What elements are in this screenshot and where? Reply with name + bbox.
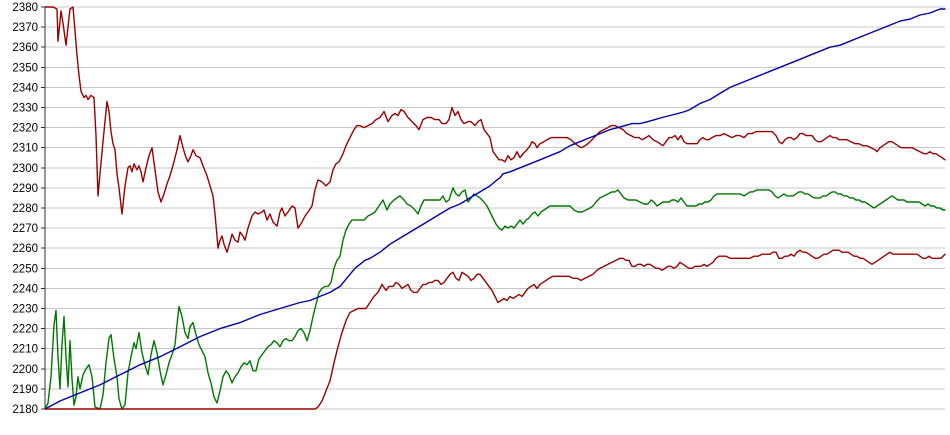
upper-red-line [44, 6, 946, 253]
y-axis-tick-label: 2200 [12, 364, 38, 376]
y-axis-tick-label: 2290 [12, 183, 38, 195]
y-axis-tick-label: 2350 [12, 62, 38, 74]
y-axis-tick-label: 2320 [12, 123, 38, 135]
y-axis-tick-label: 2360 [12, 42, 38, 54]
y-axis-tick-label: 2380 [12, 2, 38, 14]
y-axis-tick-label: 2300 [12, 163, 38, 175]
y-axis-tick-label: 2310 [12, 143, 38, 155]
y-axis-tick-label: 2220 [12, 324, 38, 336]
blue-line [44, 8, 946, 410]
lower-red-line [44, 249, 946, 410]
y-axis-tick-label: 2340 [12, 82, 38, 94]
y-axis-tick-label: 2280 [12, 203, 38, 215]
y-axis-tick-label: 2230 [12, 304, 38, 316]
y-axis-tick-label: 2190 [12, 384, 38, 396]
y-axis-tick-label: 2270 [12, 223, 38, 235]
y-axis-tick-label: 2250 [12, 263, 38, 275]
y-axis-tick-label: 2370 [12, 22, 38, 34]
y-axis-tick-label: 2240 [12, 283, 38, 295]
y-axis-tick-label: 2330 [12, 103, 38, 115]
green-line [44, 187, 946, 410]
y-axis-tick-label: 2210 [12, 344, 38, 356]
y-axis-tick-label: 2180 [12, 404, 38, 416]
y-axis-tick-label: 2260 [12, 243, 38, 255]
